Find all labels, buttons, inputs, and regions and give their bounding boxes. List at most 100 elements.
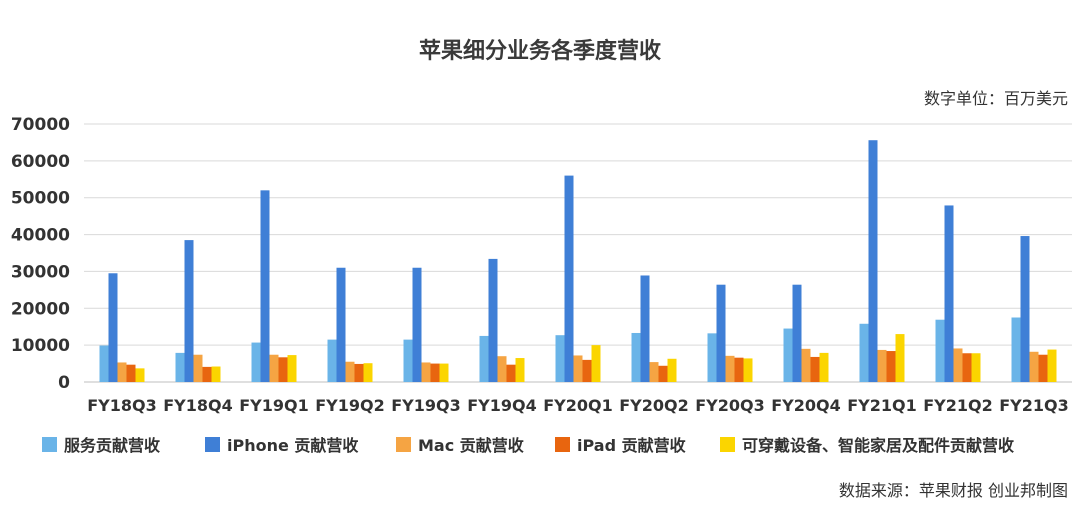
bar — [1011, 317, 1021, 382]
legend-item: Mac 贡献营收 — [396, 436, 524, 455]
legend-item: 可穿戴设备、智能家居及配件贡献营收 — [720, 436, 1014, 455]
bar-group — [99, 273, 145, 382]
bar — [1038, 354, 1048, 382]
bar — [734, 357, 744, 382]
x-tick-label: FY19Q3 — [391, 396, 461, 415]
legend-label: 服务贡献营收 — [64, 436, 160, 455]
x-tick-label: FY18Q4 — [163, 396, 233, 415]
x-tick-label: FY19Q1 — [239, 396, 309, 415]
legend-label: iPhone 贡献营收 — [227, 436, 358, 455]
bar-group — [783, 284, 829, 382]
bar — [269, 354, 279, 382]
bar — [573, 355, 583, 382]
legend-label: Mac 贡献营收 — [418, 436, 524, 455]
bar — [859, 323, 869, 382]
x-tick-label: FY19Q4 — [467, 396, 537, 415]
legend-swatch — [720, 437, 735, 452]
bar — [555, 335, 565, 382]
bar-group — [251, 190, 297, 382]
legend-swatch — [396, 437, 411, 452]
bar — [412, 267, 422, 382]
bar-group — [707, 284, 753, 382]
bar — [497, 356, 507, 382]
x-tick-label: FY18Q3 — [87, 396, 157, 415]
bar — [716, 284, 726, 382]
x-tick-label: FY20Q4 — [771, 396, 841, 415]
bar — [363, 363, 373, 382]
legend-label: iPad 贡献营收 — [577, 436, 686, 455]
x-tick-label: FY20Q3 — [695, 396, 765, 415]
bar — [479, 335, 489, 382]
bar — [439, 363, 449, 382]
x-tick-label: FY20Q1 — [543, 396, 613, 415]
legend-item: iPhone 贡献营收 — [205, 436, 358, 455]
bar — [202, 366, 212, 382]
bar — [430, 363, 440, 382]
bar — [336, 267, 346, 382]
bar-group — [479, 258, 525, 382]
y-tick-label: 40000 — [11, 226, 70, 246]
bar — [591, 345, 601, 382]
bar — [135, 368, 145, 382]
bar — [1029, 351, 1039, 382]
bar — [877, 349, 887, 382]
bar — [1020, 236, 1030, 382]
bar — [792, 284, 802, 382]
bar — [944, 205, 954, 382]
bar — [506, 364, 516, 382]
bar — [354, 363, 364, 382]
bar — [658, 365, 668, 382]
bar — [117, 362, 127, 382]
bar — [108, 273, 118, 382]
bar-group — [403, 267, 449, 382]
bar — [640, 275, 650, 382]
bar — [895, 334, 905, 382]
bar-group — [859, 140, 905, 382]
bar-group — [555, 175, 601, 382]
y-tick-label: 30000 — [11, 262, 70, 282]
chart-title: 苹果细分业务各季度营收 — [419, 38, 661, 64]
bar — [564, 175, 574, 382]
x-tick-label: FY21Q2 — [923, 396, 993, 415]
bar — [582, 359, 592, 382]
bar — [962, 353, 972, 382]
bar — [184, 240, 194, 382]
bar-group — [631, 275, 677, 382]
y-axis-ticks: 0 10000 20000 30000 40000 50000 60000 70000 — [11, 115, 70, 393]
y-tick-label: 10000 — [11, 336, 70, 356]
legend-swatch — [42, 437, 57, 452]
bar — [421, 362, 431, 382]
y-tick-label: 20000 — [11, 299, 70, 319]
bar — [810, 356, 820, 382]
bar — [667, 358, 677, 382]
bar — [99, 345, 109, 382]
y-tick-label: 0 — [58, 373, 70, 393]
bar-groups — [99, 140, 1057, 382]
x-axis-ticks: FY18Q3 FY18Q4 FY19Q1 FY19Q2 FY19Q3 FY19Q4 FY20… — [87, 396, 1069, 415]
legend-swatch — [555, 437, 570, 452]
source-note: 数据来源：苹果财报 创业邦制图 — [839, 481, 1068, 500]
y-tick-label: 50000 — [11, 189, 70, 209]
bar — [327, 339, 337, 382]
bar — [345, 361, 355, 382]
bar-group — [1011, 236, 1057, 382]
legend: 服务贡献营收 iPhone 贡献营收 Mac 贡献营收 iPad 贡献营收 可穿戴设备、… — [42, 436, 1014, 455]
legend-item: iPad 贡献营收 — [555, 436, 686, 455]
bar — [819, 352, 829, 382]
bar — [211, 366, 221, 382]
unit-note: 数字单位：百万美元 — [924, 89, 1068, 108]
bar — [743, 358, 753, 382]
bar — [725, 355, 735, 382]
bar — [649, 362, 659, 382]
bar — [971, 353, 981, 382]
grid-lines — [84, 123, 1072, 383]
bar — [631, 332, 641, 382]
x-tick-label: FY21Q1 — [847, 396, 917, 415]
bar — [783, 328, 793, 382]
bar — [886, 351, 896, 382]
legend-item: 服务贡献营收 — [42, 436, 160, 455]
bar — [801, 348, 811, 382]
bar-group — [935, 205, 981, 382]
bar — [1047, 349, 1057, 382]
